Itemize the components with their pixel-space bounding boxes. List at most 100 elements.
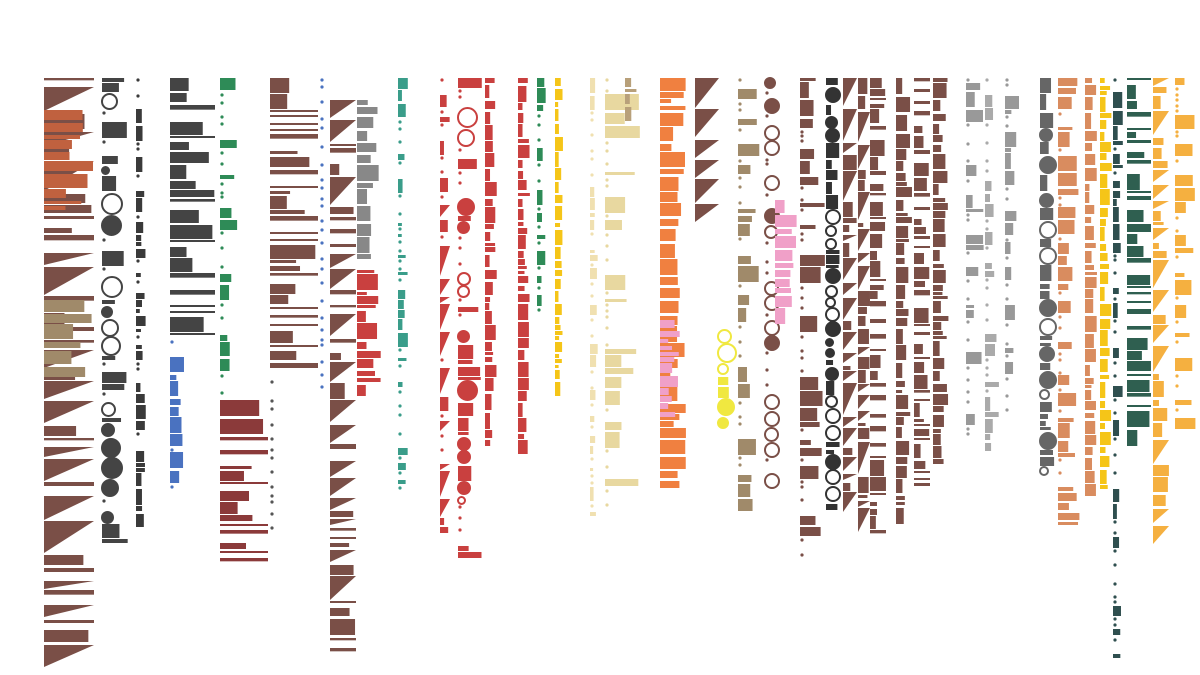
glyph-rect — [718, 387, 729, 398]
glyph-rect — [775, 200, 785, 213]
glyph-bar — [870, 530, 886, 534]
glyph-circle — [1039, 466, 1049, 476]
glyph-triangle — [858, 501, 870, 507]
glyph-dot — [1175, 98, 1179, 102]
glyph-circle — [1039, 432, 1057, 450]
glyph-circle — [825, 285, 838, 298]
glyph-dot — [1005, 256, 1009, 260]
glyph-dot — [320, 178, 324, 182]
glyph-rect — [458, 546, 469, 551]
glyph-triangle — [843, 353, 857, 363]
glyph-rect — [660, 127, 674, 141]
glyph-dot — [605, 408, 609, 412]
glyph-rect — [357, 100, 368, 105]
glyph-rect — [136, 235, 142, 241]
glyph-dot — [458, 313, 462, 317]
glyph-rect — [896, 508, 904, 524]
glyph-rect — [44, 140, 72, 149]
glyph-rect — [440, 95, 447, 107]
glyph-dot — [800, 553, 804, 557]
glyph-dot — [966, 320, 970, 324]
glyph-rect — [896, 390, 903, 393]
glyph-circle — [1039, 221, 1057, 239]
glyph-circle — [825, 338, 834, 347]
glyph-rect — [1085, 471, 1095, 483]
glyph-dot — [605, 503, 609, 507]
glyph-rect — [985, 412, 999, 417]
glyph-rect — [590, 78, 596, 93]
glyph-rect — [933, 171, 948, 183]
glyph-circle — [825, 238, 837, 250]
glyph-circle — [101, 166, 110, 175]
glyph-rect — [738, 367, 747, 382]
glyph-dot — [440, 123, 444, 127]
glyph-rect — [1153, 96, 1161, 109]
glyph-triangle — [858, 192, 870, 220]
glyph-rect — [220, 471, 244, 481]
glyph-rect — [136, 514, 144, 527]
glyph-rect — [1040, 265, 1052, 281]
glyph-circle — [1039, 128, 1053, 142]
glyph-rect — [1085, 205, 1095, 214]
glyph-rect — [625, 107, 632, 121]
glyph-rect — [485, 255, 490, 267]
glyph-circle — [1039, 389, 1050, 400]
glyph-rect — [858, 78, 868, 94]
glyph-rect — [485, 430, 493, 438]
glyph-rect — [826, 143, 840, 158]
glyph-dot — [537, 266, 541, 270]
glyph-rect — [440, 397, 449, 411]
glyph-rect — [896, 417, 904, 425]
glyph-rect — [1058, 256, 1067, 265]
glyph-rect — [485, 413, 490, 429]
glyph-triangle — [440, 279, 450, 295]
glyph-rect — [660, 288, 680, 298]
glyph-rect — [858, 477, 869, 493]
glyph-rect — [1085, 378, 1094, 384]
glyph-rect — [605, 126, 640, 138]
glyph-rect — [605, 172, 635, 175]
glyph-bar — [1127, 374, 1151, 376]
glyph-rect — [775, 308, 786, 324]
glyph-dot — [765, 368, 769, 372]
glyph-dot — [1113, 147, 1117, 151]
glyph-rect — [1100, 287, 1105, 301]
glyph-rect — [440, 117, 450, 122]
glyph-rect — [44, 110, 83, 120]
glyph-rect — [605, 422, 622, 430]
glyph-rect — [1100, 163, 1112, 171]
glyph-rect — [220, 515, 253, 521]
glyph-rect — [398, 480, 406, 484]
glyph-rect — [485, 342, 492, 351]
glyph-triangle — [1153, 170, 1169, 182]
glyph-rect — [1058, 243, 1069, 254]
glyph-rect — [518, 286, 525, 291]
glyph-circle — [101, 276, 123, 298]
glyph-bar — [270, 345, 318, 347]
glyph-rect — [102, 539, 128, 543]
glyph-rect — [518, 418, 527, 432]
glyph-rect — [933, 198, 946, 202]
glyph-dot — [1058, 471, 1062, 475]
glyph-dot — [1113, 374, 1117, 378]
glyph-rect — [1058, 493, 1077, 501]
glyph-rect — [485, 207, 496, 223]
glyph-rect — [1127, 101, 1137, 109]
glyph-rect — [1058, 522, 1079, 525]
glyph-rect — [914, 461, 926, 469]
glyph-bar — [44, 235, 94, 241]
glyph-triangle — [44, 87, 94, 111]
glyph-rect — [357, 274, 378, 290]
glyph-rect — [1085, 113, 1092, 129]
glyph-dot — [136, 78, 140, 82]
glyph-dot — [605, 291, 609, 295]
glyph-rect — [870, 291, 878, 299]
glyph-rect — [357, 296, 379, 304]
glyph-rect — [800, 466, 819, 479]
glyph-dot — [1005, 323, 1009, 327]
glyph-rect — [1113, 629, 1121, 635]
glyph-rect — [870, 516, 876, 529]
glyph-rect — [1085, 413, 1095, 418]
glyph-rect — [518, 199, 523, 207]
glyph-dot — [398, 364, 402, 368]
